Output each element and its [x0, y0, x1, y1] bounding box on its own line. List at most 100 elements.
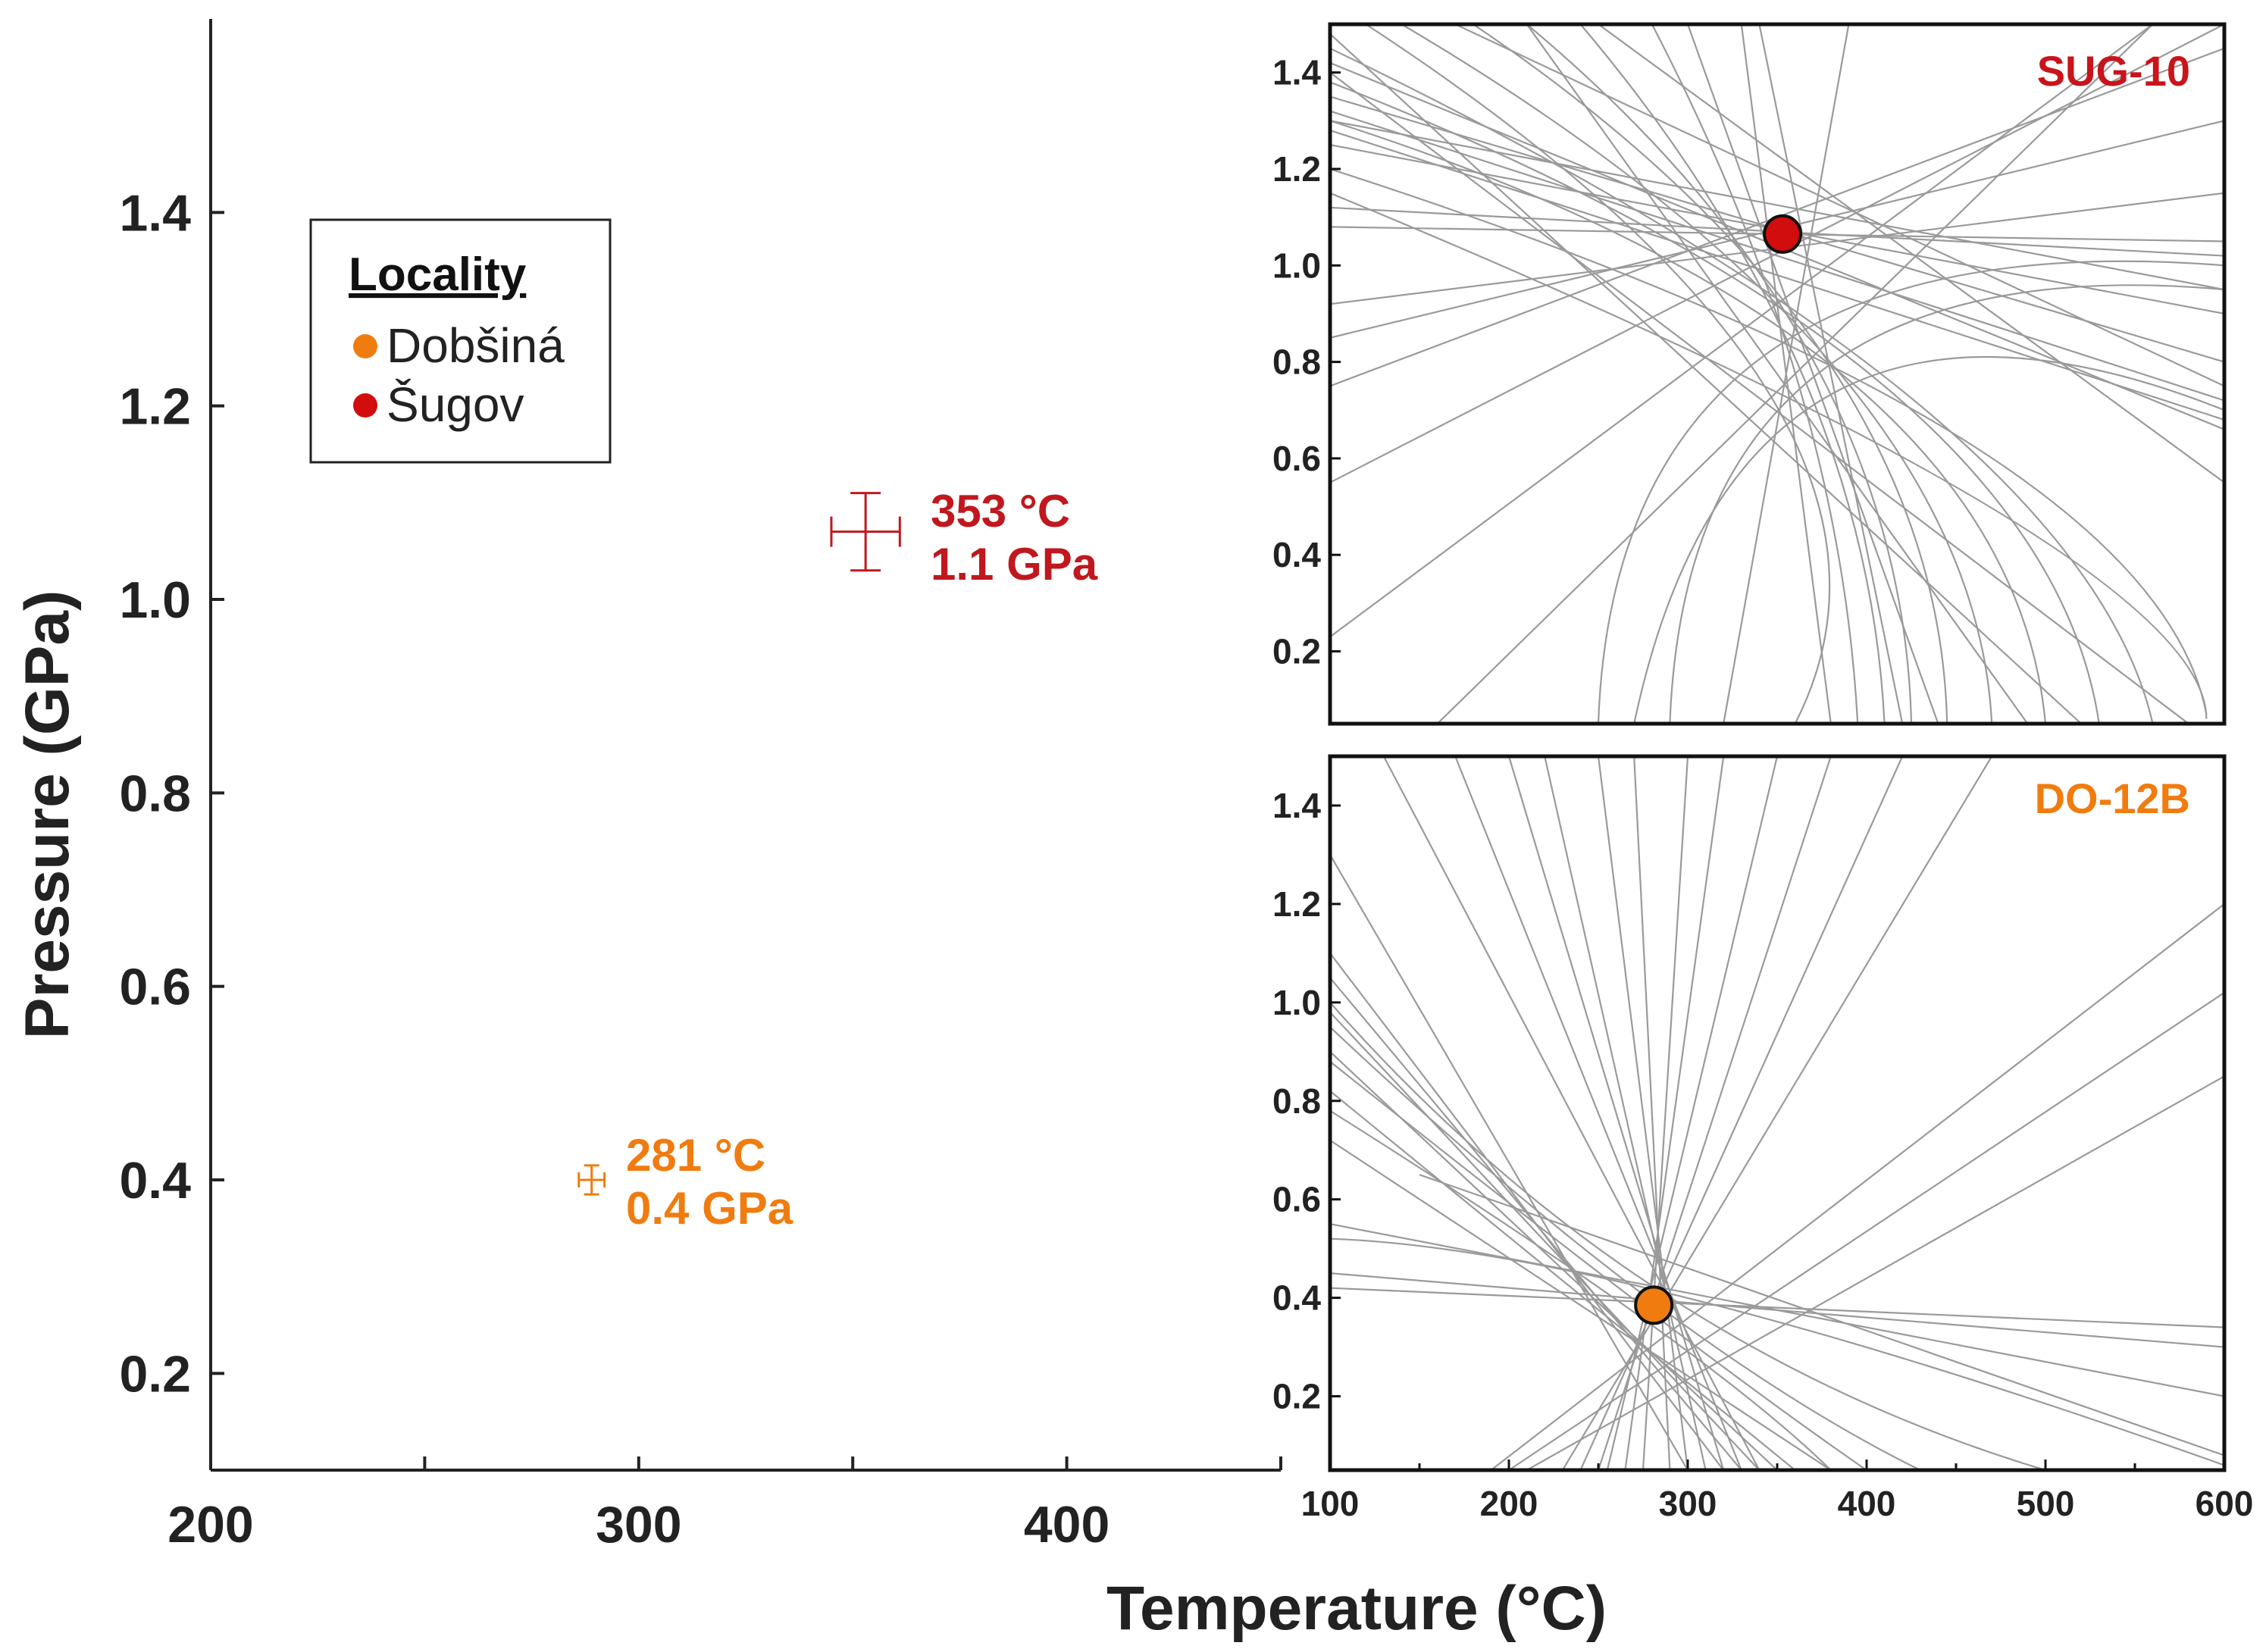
reaction-line	[1382, 756, 1761, 1470]
inset-bottom-center-point	[1634, 1285, 1674, 1325]
main-y-tick-label: 1.0	[119, 571, 191, 629]
reaction-curve	[1365, 24, 1831, 724]
inset-y-tick-label: 0.2	[1272, 1377, 1321, 1416]
inset-y-tick-label: 0.4	[1272, 1278, 1321, 1318]
inset-x-tick-label: 100	[1301, 1484, 1360, 1523]
reaction-line	[1598, 24, 2224, 483]
inset-y-tick-label: 1.2	[1272, 884, 1321, 924]
reaction-curve	[1330, 120, 2047, 724]
reaction-line	[1454, 24, 2224, 387]
reaction-line	[1561, 756, 1993, 1470]
reaction-line	[1624, 756, 1725, 1470]
reaction-curve	[1330, 192, 2208, 719]
legend-marker-sugov	[353, 393, 377, 418]
main-y-tick-label: 1.4	[119, 184, 191, 242]
reaction-line	[1526, 24, 2029, 724]
reaction-curve	[1597, 260, 2224, 724]
reaction-line	[1526, 1075, 2224, 1470]
legend: Locality Dobšiná Šugov	[309, 218, 612, 464]
reaction-line	[1686, 24, 1939, 724]
sugov-pressure-label: 1.1 GPa	[931, 539, 1098, 590]
reaction-line	[1419, 1174, 2224, 1456]
reaction-line	[1642, 756, 1689, 1470]
sugov-temperature-label: 353 °C	[931, 486, 1070, 537]
reaction-line	[1597, 756, 1832, 1470]
reaction-line	[1606, 756, 1779, 1470]
inset-y-tick-label: 1.4	[1272, 53, 1321, 92]
reaction-line	[1508, 991, 2224, 1470]
legend-label-dobsina: Dobšiná	[387, 318, 565, 373]
inset-sug-10-reaction-lines	[1330, 24, 2224, 724]
reaction-line	[1758, 24, 1904, 724]
inset-sug-10: 0.2 0.4 0.6 0.8 1.0 1.2 1.4 SUG-10	[1272, 22, 2227, 726]
reaction-line	[1633, 756, 1671, 1470]
main-y-tick-label: 1.2	[119, 378, 191, 436]
main-y-tick-label: 0.2	[119, 1345, 191, 1403]
inset-do-12b-reaction-lines	[1330, 756, 2224, 1470]
main-y-axis-title: Pressure (GPa)	[13, 590, 82, 1040]
reaction-line	[1330, 1272, 2224, 1348]
inset-y-tick-label: 0.8	[1272, 1081, 1321, 1121]
inset-y-tick-label: 0.4	[1272, 535, 1321, 574]
reaction-line	[1597, 756, 1689, 1470]
error-cross-sugov	[830, 492, 901, 572]
inset-x-tick-label: 500	[2017, 1484, 2075, 1523]
inset-top-center-point	[1763, 214, 1803, 254]
reaction-line	[1544, 756, 1707, 1470]
reaction-line	[1490, 903, 2224, 1470]
inset-top-frame	[1328, 22, 2227, 726]
reaction-line	[1454, 756, 1742, 1470]
reaction-curve	[1330, 81, 2100, 724]
inset-y-tick-label: 1.0	[1272, 983, 1321, 1022]
inset-y-tick-label: 1.4	[1272, 786, 1321, 825]
legend-title: Locality	[349, 249, 527, 301]
inset-top-lines-group	[1330, 24, 2224, 724]
reaction-curve	[1651, 24, 1859, 724]
reaction-curve	[1330, 1237, 2224, 1466]
inset-y-tick-label: 1.0	[1272, 246, 1321, 285]
inset-bottom-lines-group	[1330, 756, 2224, 1470]
inset-y-tick-label: 0.8	[1272, 343, 1321, 382]
inset-do-12b-label: DO-12B	[2035, 774, 2190, 822]
reaction-curve	[1330, 167, 2208, 715]
reaction-line	[1330, 110, 2224, 402]
main-x-tick-label: 300	[596, 1496, 681, 1553]
reaction-line	[1330, 33, 2082, 724]
inset-x-tick-label: 200	[1480, 1484, 1538, 1523]
inset-y-tick-label: 1.2	[1272, 149, 1321, 189]
main-x-tick-label: 200	[167, 1496, 253, 1553]
main-y-tick-label: 0.8	[119, 765, 191, 822]
reaction-curve	[1473, 24, 1948, 724]
legend-marker-dobsina	[353, 334, 377, 358]
reaction-curve	[1579, 24, 1886, 724]
inset-y-tick-label: 0.2	[1272, 632, 1321, 671]
inset-y-tick-label: 0.6	[1272, 439, 1321, 478]
reaction-line	[1330, 24, 2154, 638]
inset-x-tick-label: 400	[1838, 1484, 1896, 1523]
reaction-line	[1723, 24, 1850, 724]
main-data-points	[577, 492, 901, 1196]
main-y-tick-label: 0.4	[119, 1152, 191, 1209]
reaction-line	[1330, 1287, 2224, 1328]
dobsina-temperature-label: 281 °C	[626, 1130, 765, 1181]
main-axes: 0.2 0.4 0.6 0.8 1.0 1.2 1.4 200 300 400	[119, 19, 1282, 1553]
inset-x-tick-label: 600	[2196, 1484, 2254, 1523]
inset-sug-10-axes: 0.2 0.4 0.6 0.8 1.0 1.2 1.4	[1272, 22, 2227, 726]
legend-label-sugov: Šugov	[387, 377, 524, 432]
reaction-curve	[1669, 284, 2224, 724]
reaction-line	[1330, 120, 2224, 291]
main-plot: 0.2 0.4 0.6 0.8 1.0 1.2 1.4 200 300 400 Pressure …	[13, 19, 1607, 1643]
inset-do-12b-axes: 0.2 0.4 0.6 0.8 1.0 1.2 1.4 100 200 300 400 500 600	[1272, 754, 2254, 1523]
main-y-tick-label: 0.6	[119, 959, 191, 1016]
inset-sug-10-label: SUG-10	[2037, 47, 2190, 95]
x-axis-title: Temperature (°C)	[1106, 1574, 1607, 1643]
reaction-line	[1330, 71, 2189, 724]
reaction-line	[1330, 1139, 1832, 1470]
reaction-curve	[1633, 355, 2224, 724]
main-x-tick-label: 400	[1024, 1496, 1110, 1553]
reaction-curve	[1330, 47, 2154, 724]
reaction-line	[1330, 1090, 1796, 1470]
dobsina-pressure-label: 0.4 GPa	[626, 1183, 793, 1234]
